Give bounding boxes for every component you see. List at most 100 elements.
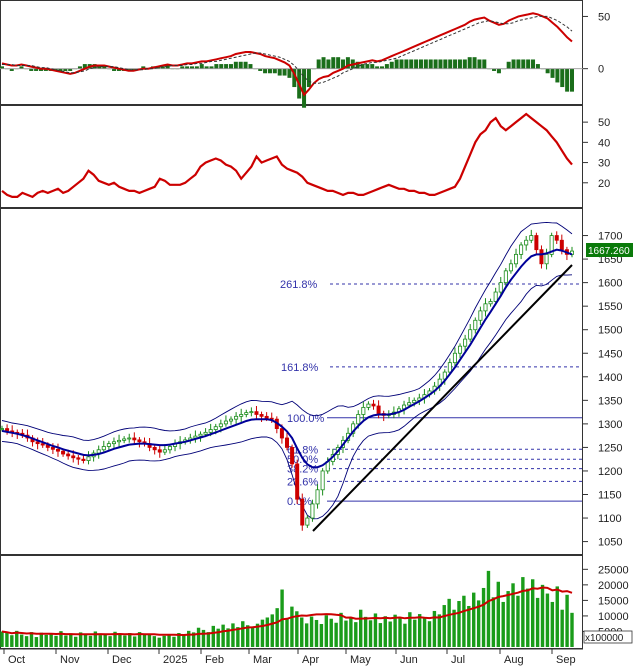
macd-hist-bar — [477, 59, 482, 69]
macd-hist-bar — [492, 68, 497, 71]
candle-body — [498, 282, 503, 293]
macd-hist-bar — [560, 68, 565, 88]
candle-body — [264, 415, 269, 419]
volume-bar — [378, 623, 383, 647]
y-tick-label: 1250 — [598, 442, 622, 454]
macd-hist-bar — [550, 68, 555, 78]
macd-hist-bar — [165, 64, 170, 69]
candle-body — [157, 449, 162, 453]
macd-hist-bar — [443, 59, 448, 69]
volume-bar — [319, 624, 324, 647]
volume-bar — [216, 628, 220, 647]
volume-bar — [226, 628, 230, 647]
macd-hist-bar — [511, 59, 516, 69]
candle-body — [300, 498, 305, 526]
candle-body — [452, 352, 457, 364]
macd-hist-bar — [292, 68, 297, 88]
volume-bar — [93, 631, 98, 647]
macd-hist-bar — [423, 59, 428, 69]
volume-bar — [432, 610, 437, 647]
candle-body — [514, 253, 519, 265]
y-tick-label: 15000 — [598, 595, 629, 607]
y-tick-label: 50 — [598, 117, 610, 129]
macd-hist-bar — [228, 64, 233, 69]
macd-hist-bar — [457, 59, 462, 69]
volume-bar — [201, 629, 206, 647]
volume-bar — [221, 624, 225, 647]
macd-hist-bar — [545, 68, 550, 74]
macd-hist-bar — [233, 61, 238, 69]
candle-body — [76, 457, 81, 460]
candle-body — [539, 249, 544, 265]
macd-hist-bar — [555, 68, 560, 83]
macd-hist-bar — [365, 64, 370, 69]
candle-body — [55, 448, 60, 452]
macd-hist-bar — [287, 68, 292, 78]
candle-body — [290, 447, 295, 465]
candle-body — [279, 428, 284, 439]
volume-bar — [24, 636, 29, 647]
volume-bar — [393, 614, 397, 647]
volume-bar — [530, 579, 535, 647]
macd-hist-bar — [282, 68, 287, 76]
volume-bar — [172, 636, 176, 647]
macd-hist-bar — [277, 68, 282, 76]
volume-bar — [241, 621, 245, 647]
macd-hist-bar — [341, 59, 346, 69]
candle-body — [162, 449, 167, 453]
rsi-panel — [0, 105, 583, 208]
macd-hist-bar — [433, 59, 438, 69]
candle-body — [249, 411, 254, 414]
x-tick-label: Oct — [8, 654, 25, 666]
volume-bar — [285, 619, 289, 647]
fibonacci-levels: 261.8%161.8%100.0%61.8%50.0%38.2%23.6%0.… — [280, 279, 582, 508]
volume-bar — [447, 598, 451, 647]
candle-body — [111, 441, 116, 445]
candle-body — [559, 239, 564, 251]
volume-bar — [49, 633, 53, 647]
volume-bar — [123, 635, 127, 647]
candle-body — [356, 414, 361, 425]
macd-hist-bar — [272, 68, 277, 74]
macd-hist-bar — [63, 68, 68, 71]
macd-hist-bar — [29, 68, 34, 71]
candle-body — [101, 446, 106, 451]
volume-bar — [19, 634, 24, 647]
volume-bar — [427, 621, 432, 647]
volume-bar — [265, 617, 270, 647]
macd-hist-bar — [428, 59, 433, 69]
candle-body — [106, 443, 111, 447]
moving-average-line — [1, 248, 573, 469]
candle-body — [320, 470, 325, 491]
y-tick-label: 40 — [598, 137, 610, 149]
macd-hist-bar — [306, 68, 311, 88]
macd-hist-bar — [506, 61, 511, 69]
macd-hist-bar — [267, 68, 272, 74]
candle-body — [544, 253, 549, 265]
volume-bar — [250, 627, 255, 647]
volume-bar — [452, 609, 456, 647]
candle-body — [549, 235, 554, 255]
volume-bar — [555, 586, 559, 647]
macd-hist-bar — [58, 68, 63, 71]
candle-body — [234, 415, 239, 420]
y-tick-label: 1350 — [598, 395, 622, 407]
y-tick-label: 1550 — [598, 301, 622, 313]
candle-body — [132, 437, 137, 441]
volume-bar — [54, 635, 58, 647]
macd-hist-bar — [526, 59, 531, 69]
candle-body — [35, 441, 40, 445]
macd-hist-bar — [214, 64, 219, 69]
candle-body — [50, 447, 55, 450]
rsi-line — [1, 112, 573, 199]
macd-hist-bar — [141, 66, 146, 69]
candle-body — [284, 437, 289, 448]
candle-body — [503, 270, 508, 284]
macd-hist-bar — [380, 66, 384, 69]
macd-hist-bar — [209, 66, 214, 69]
volume-bar — [108, 636, 112, 647]
macd-hist-bar — [438, 59, 443, 69]
macd-hist-bar — [448, 59, 453, 69]
macd-hist-bar — [496, 68, 501, 74]
last-price-box — [586, 243, 633, 257]
